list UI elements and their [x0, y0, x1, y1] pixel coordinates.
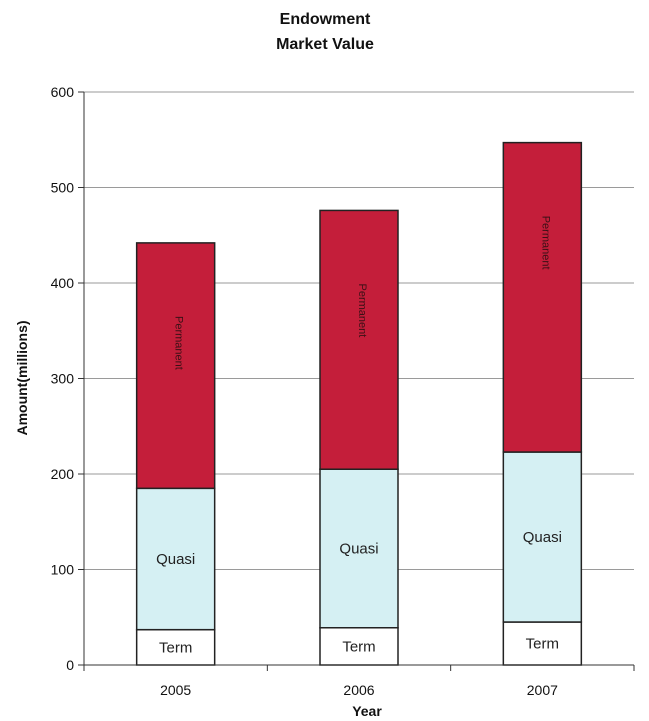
bar-permanent-2006: [319, 209, 399, 470]
bars: Term Quasi Permanent Term Quasi Permanent Term…: [135, 141, 583, 666]
segment-label-quasi-2007: Quasi: [523, 529, 562, 546]
x-tick-label-2007: 2007: [527, 682, 558, 698]
y-tick-label-400: 400: [51, 275, 75, 291]
segment-label-permanent-2007: Permanent: [539, 216, 551, 270]
segment-label-term-2007: Term: [526, 636, 559, 653]
segment-label-permanent-2005: Permanent: [173, 316, 185, 370]
y-tick-label-100: 100: [51, 562, 75, 578]
x-tick-label-2005: 2005: [160, 682, 191, 698]
segment-label-term-2005: Term: [159, 639, 192, 656]
axes: 0 100 200 300 400 500 600 2005 2006 2007: [51, 84, 635, 698]
segment-label-term-2006: Term: [342, 638, 375, 655]
bar-term-2007: [502, 621, 583, 666]
segment-label-quasi-2005: Quasi: [156, 551, 195, 568]
y-tick-label-600: 600: [51, 84, 75, 100]
chart-subtitle: Market Value: [276, 36, 374, 53]
bar-quasi-2005: [135, 487, 216, 631]
y-tick-label-200: 200: [51, 466, 75, 482]
bar-permanent-2007: [502, 141, 583, 453]
x-axis-label: Year: [352, 703, 382, 719]
y-tick-label-500: 500: [51, 180, 75, 196]
bar-permanent-2005: [135, 242, 216, 490]
bar-quasi-2007: [502, 451, 583, 623]
bar-quasi-2006: [319, 468, 399, 629]
y-axis-label: Amount(millions): [14, 320, 30, 435]
segment-label-quasi-2006: Quasi: [339, 540, 378, 557]
x-tick-label-2006: 2006: [343, 682, 374, 698]
y-tick-label-0: 0: [66, 657, 74, 673]
segment-label-permanent-2006: Permanent: [356, 284, 368, 338]
chart-title: Endowment: [280, 11, 371, 28]
y-tick-label-300: 300: [51, 371, 75, 387]
